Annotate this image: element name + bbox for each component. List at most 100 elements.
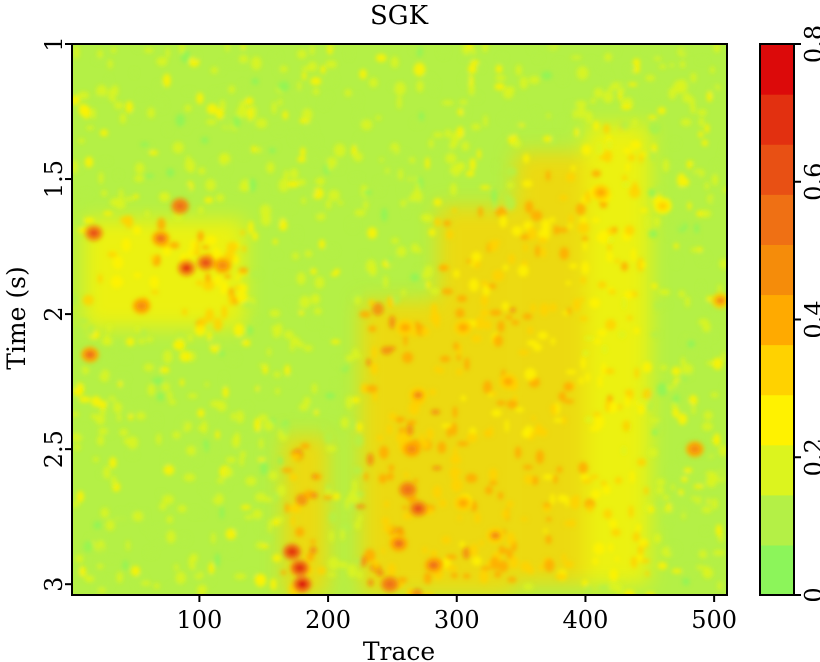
heatmap-speckle-cell — [560, 116, 567, 121]
heatmap-speckle-cell — [326, 245, 338, 256]
heatmap-speckle-cell — [355, 134, 362, 147]
heatmap-speckle-cell — [204, 382, 210, 387]
heatmap-speckle-cell — [671, 402, 678, 409]
heatmap-speckle-cell — [550, 337, 556, 346]
heatmap-speckle-cell — [214, 553, 221, 567]
heatmap-speckle-cell — [680, 118, 692, 127]
heatmap-speckle-cell — [482, 380, 493, 394]
heatmap-speckle-cell — [177, 504, 187, 513]
heatmap-speckle-cell — [470, 59, 480, 66]
heatmap-speckle-cell — [161, 525, 167, 533]
heatmap-speckle-cell — [76, 165, 82, 173]
x-axis-label: Trace — [363, 637, 435, 662]
heatmap-speckle-cell — [257, 457, 267, 462]
heatmap-speckle-cell — [328, 189, 340, 201]
heatmap-speckle-cell — [522, 180, 533, 188]
heatmap-speckle-cell — [328, 556, 340, 570]
heatmap-speckle-cell — [390, 149, 396, 159]
heatmap-speckle-cell — [533, 115, 544, 124]
heatmap-speckle-cell — [634, 367, 639, 379]
heatmap-speckle-cell — [407, 196, 415, 202]
heatmap-speckle-cell — [570, 495, 581, 510]
heatmap-speckle-cell — [177, 418, 185, 432]
heatmap-speckle-cell — [629, 470, 635, 484]
heatmap-speckle-cell — [495, 64, 503, 74]
x-tick-label: 500 — [691, 606, 737, 634]
heatmap-speckle-cell — [542, 474, 554, 480]
heatmap-speckle-cell — [373, 559, 379, 570]
heatmap-speckle-cell — [456, 368, 463, 376]
colorbar-segment — [760, 144, 794, 195]
heatmap-speckle-cell — [276, 271, 287, 283]
heatmap-speckle-cell — [205, 491, 217, 500]
heatmap-hotspot — [406, 445, 417, 454]
heatmap-speckle-cell — [107, 375, 119, 380]
heatmap-speckle-cell — [164, 125, 171, 135]
heatmap-speckle-cell — [346, 47, 353, 60]
heatmap-speckle-cell — [693, 484, 705, 489]
heatmap-speckle-cell — [441, 100, 454, 106]
heatmap-speckle-cell — [234, 573, 247, 580]
heatmap-speckle-cell — [205, 272, 211, 283]
y-tick-label: 2.5 — [40, 430, 68, 468]
heatmap-speckle-cell — [93, 521, 102, 530]
y-tick-label: 3 — [40, 577, 68, 592]
heatmap-speckle-cell — [529, 44, 535, 53]
heatmap-speckle-cell — [112, 255, 124, 270]
heatmap-speckle-cell — [240, 451, 247, 458]
heatmap-speckle-cell — [303, 396, 311, 406]
heatmap-speckle-cell — [184, 414, 190, 424]
heatmap-speckle-cell — [581, 144, 592, 156]
heatmap-speckle-cell — [578, 461, 589, 474]
heatmap-speckle-cell — [711, 173, 719, 186]
heatmap-speckle-cell — [370, 362, 379, 375]
heatmap-speckle-cell — [553, 418, 564, 423]
heatmap-speckle-cell — [307, 187, 316, 196]
heatmap-speckle-cell — [226, 544, 239, 557]
heatmap-speckle-cell — [642, 361, 652, 373]
heatmap-speckle-cell — [318, 239, 326, 250]
heatmap-speckle-cell — [679, 502, 688, 515]
heatmap-speckle-cell — [78, 425, 89, 438]
heatmap-speckle-cell — [301, 108, 313, 121]
heatmap-speckle-cell — [605, 399, 610, 413]
heatmap-speckle-cell — [310, 77, 322, 86]
heatmap-speckle-cell — [461, 141, 470, 151]
heatmap-speckle-cell — [589, 297, 601, 309]
heatmap-speckle-cell — [101, 158, 111, 164]
heatmap-speckle-cell — [223, 476, 233, 483]
colorbar-segment — [760, 344, 794, 396]
heatmap-speckle-cell — [352, 466, 363, 475]
heatmap-speckle-cell — [244, 97, 254, 105]
heatmap-speckle-cell — [591, 170, 602, 178]
heatmap-speckle-cell — [224, 274, 232, 279]
heatmap-speckle-cell — [662, 517, 672, 526]
heatmap-speckle-cell — [94, 582, 100, 595]
heatmap-speckle-cell — [438, 499, 447, 508]
heatmap-speckle-cell — [480, 308, 489, 318]
heatmap-speckle-cell — [576, 105, 587, 119]
heatmap-speckle-cell — [288, 505, 296, 513]
heatmap-speckle-cell — [121, 238, 131, 252]
heatmap-speckle-cell — [278, 98, 283, 107]
heatmap-speckle-cell — [73, 45, 80, 59]
heatmap-speckle-cell — [543, 528, 548, 534]
heatmap-speckle-cell — [233, 323, 245, 338]
heatmap-speckle-cell — [428, 138, 434, 149]
heatmap-speckle-cell — [149, 527, 155, 538]
heatmap-speckle-cell — [538, 564, 544, 571]
heatmap-speckle-cell — [585, 110, 593, 124]
heatmap-speckle-cell — [96, 563, 104, 570]
heatmap-speckle-cell — [593, 338, 602, 345]
heatmap-speckle-cell — [413, 478, 419, 484]
heatmap-speckle-cell — [426, 428, 434, 440]
heatmap-speckle-cell — [300, 147, 306, 157]
heatmap-speckle-cell — [447, 172, 454, 178]
heatmap-speckle-cell — [694, 503, 702, 510]
heatmap-speckle-cell — [529, 75, 540, 85]
heatmap-speckle-cell — [423, 572, 432, 585]
heatmap-speckle-cell — [83, 540, 94, 553]
heatmap-speckle-cell — [445, 153, 457, 164]
heatmap-speckle-cell — [235, 410, 245, 424]
